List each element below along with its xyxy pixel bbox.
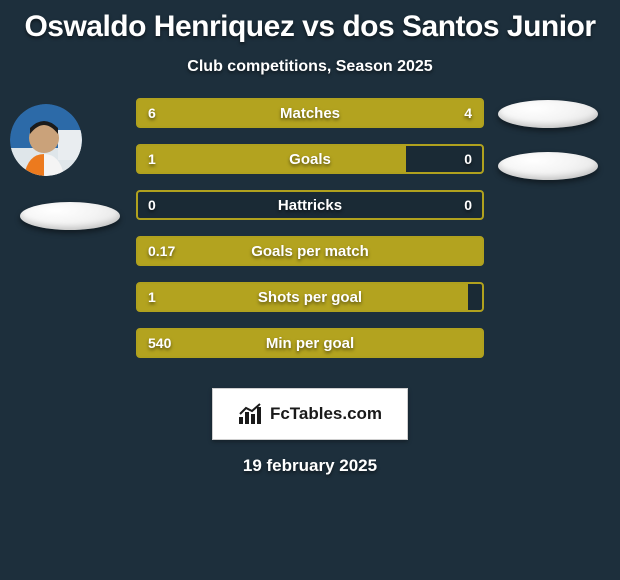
player-right-football-icon-2 [498,152,598,180]
stat-bar-left [138,238,482,264]
stat-bar-left [138,100,344,126]
stat-value-left: 0 [138,192,166,218]
branding-text: FcTables.com [270,404,382,424]
stat-row: Matches64 [136,98,484,128]
avatar-placeholder-icon [10,104,82,176]
stat-row: Shots per goal1 [136,282,484,312]
comparison-arena: Matches64Goals10Hattricks00Goals per mat… [16,104,604,384]
fctables-logo-icon [238,403,264,425]
stat-bar-left [138,284,468,310]
stats-bars: Matches64Goals10Hattricks00Goals per mat… [136,98,484,374]
stat-bar-left [138,330,482,356]
stat-row: Goals per match0.17 [136,236,484,266]
stat-row: Goals10 [136,144,484,174]
player-right-football-icon-1 [498,100,598,128]
subtitle: Club competitions, Season 2025 [16,58,604,76]
branding-badge: FcTables.com [212,388,408,440]
stat-label: Hattricks [138,192,482,218]
date-label: 19 february 2025 [16,456,604,476]
stat-bar-left [138,146,406,172]
stat-value-right: 0 [454,146,482,172]
stat-row: Min per goal540 [136,328,484,358]
comparison-card: Oswaldo Henriquez vs dos Santos Junior C… [0,0,620,580]
player-left-football-icon [20,202,120,230]
player-left-avatar [10,104,82,176]
stat-value-right: 0 [454,192,482,218]
stat-row: Hattricks0 0 [136,190,484,220]
page-title: Oswaldo Henriquez vs dos Santos Junior [16,10,604,44]
stat-bar-right [344,100,482,126]
